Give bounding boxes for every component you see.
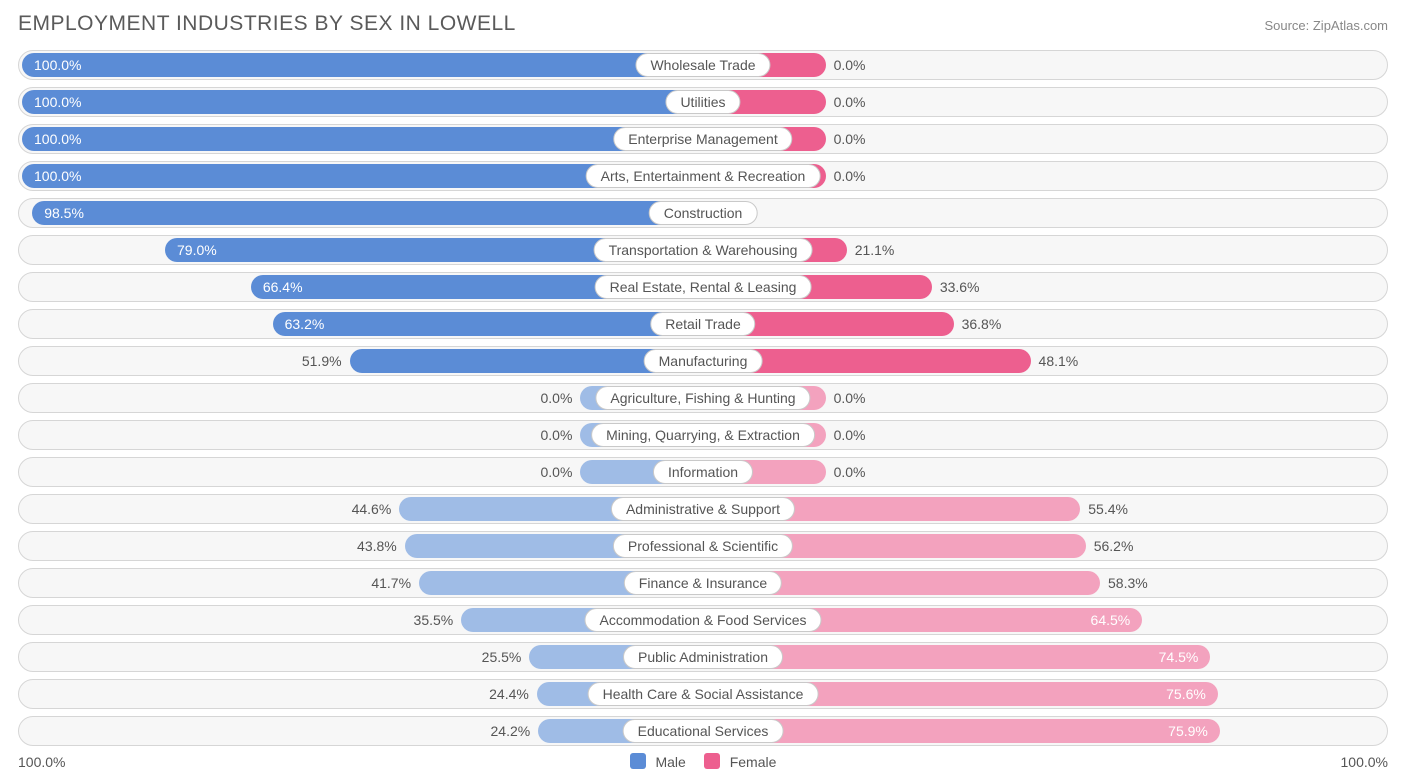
category-label: Retail Trade [650,312,755,336]
bar-row: 100.0% 0.0% Wholesale Trade [18,50,1388,80]
female-pct: 0.0% [834,57,866,73]
category-label: Utilities [665,90,740,114]
male-pct: 100.0% [34,168,81,184]
bar-row: 24.4% 75.6% Health Care & Social Assistanc… [18,679,1388,709]
axis-left-label: 100.0% [18,754,65,770]
bar-row: 25.5% 74.5% Public Administration [18,642,1388,672]
bar-row: 63.2% 36.8% Retail Trade [18,309,1388,339]
bar-row: 35.5% 64.5% Accommodation & Food Services [18,605,1388,635]
bar-row: 66.4% 33.6% Real Estate, Rental & Leasing [18,272,1388,302]
bar-row: 0.0% 0.0% Mining, Quarrying, & Extraction [18,420,1388,450]
category-label: Administrative & Support [611,497,795,521]
male-pct: 0.0% [541,464,573,480]
bar-row: 100.0% 0.0% Enterprise Management [18,124,1388,154]
category-label: Mining, Quarrying, & Extraction [591,423,815,447]
legend: Male Female [630,753,777,770]
female-pct: 64.5% [1091,612,1131,628]
category-label: Finance & Insurance [624,571,782,595]
bar-row: 98.5%1.5%Construction [18,198,1388,228]
female-pct: 48.1% [1039,353,1079,369]
female-pct: 0.0% [834,427,866,443]
category-label: Enterprise Management [613,127,792,151]
bar-row: 51.9% 48.1% Manufacturing [18,346,1388,376]
female-pct: 0.0% [834,390,866,406]
bar-row: 41.7% 58.3% Finance & Insurance [18,568,1388,598]
male-pct: 43.8% [357,538,397,554]
bar-row: 0.0% 0.0% Agriculture, Fishing & Hunting [18,383,1388,413]
bar-row: 0.0% 0.0% Information [18,457,1388,487]
male-bar: 100.0% [22,127,703,151]
female-pct: 0.0% [834,94,866,110]
category-label: Wholesale Trade [635,53,770,77]
legend-female-label: Female [730,754,777,770]
male-bar: 100.0% [22,90,703,114]
male-pct: 98.5% [44,205,84,221]
category-label: Educational Services [623,719,784,743]
male-pct: 100.0% [34,94,81,110]
category-label: Accommodation & Food Services [585,608,822,632]
male-pct: 41.7% [371,575,411,591]
female-pct: 33.6% [940,279,980,295]
male-pct: 100.0% [34,131,81,147]
female-pct: 21.1% [855,242,895,258]
male-pct: 35.5% [414,612,454,628]
male-pct: 63.2% [285,316,325,332]
category-label: Real Estate, Rental & Leasing [595,275,812,299]
category-label: Information [653,460,753,484]
male-pct: 0.0% [541,427,573,443]
male-pct: 25.5% [482,649,522,665]
male-pct: 100.0% [34,57,81,73]
female-pct: 75.9% [1168,723,1208,739]
bar-row: 44.6% 55.4% Administrative & Support [18,494,1388,524]
legend-male-label: Male [655,754,685,770]
female-pct: 74.5% [1159,649,1199,665]
female-pct: 55.4% [1088,501,1128,517]
female-pct: 75.6% [1166,686,1206,702]
category-label: Construction [649,201,758,225]
female-pct: 56.2% [1094,538,1134,554]
source-label: Source: ZipAtlas.com [1264,18,1388,33]
category-label: Arts, Entertainment & Recreation [586,164,821,188]
legend-swatch-female [704,753,720,769]
female-pct: 0.0% [834,464,866,480]
bar-row: 43.8% 56.2% Professional & Scientific [18,531,1388,561]
bar-row: 79.0% 21.1% Transportation & Warehousing [18,235,1388,265]
axis-right-label: 100.0% [1341,754,1388,770]
male-pct: 51.9% [302,353,342,369]
male-bar: 100.0% [22,53,703,77]
bar-row: 100.0% 0.0% Arts, Entertainment & Recreati… [18,161,1388,191]
legend-female: Female [704,753,777,770]
category-label: Transportation & Warehousing [594,238,813,262]
male-pct: 0.0% [541,390,573,406]
male-bar: 98.5% [32,201,703,225]
female-pct: 0.0% [834,168,866,184]
category-label: Health Care & Social Assistance [588,682,819,706]
category-label: Public Administration [623,645,783,669]
male-bar: 63.2% [273,312,703,336]
diverging-bar-chart: 100.0% 0.0% Wholesale Trade 100.0% 0.0% Utili… [18,50,1388,746]
male-pct: 44.6% [352,501,392,517]
male-pct: 66.4% [263,279,303,295]
bar-row: 100.0% 0.0% Utilities [18,87,1388,117]
category-label: Manufacturing [644,349,763,373]
legend-male: Male [630,753,686,770]
chart-title: EMPLOYMENT INDUSTRIES BY SEX IN LOWELL [18,12,516,36]
male-pct: 79.0% [177,242,217,258]
category-label: Professional & Scientific [613,534,793,558]
female-pct: 0.0% [834,131,866,147]
bar-row: 24.2% 75.9% Educational Services [18,716,1388,746]
category-label: Agriculture, Fishing & Hunting [595,386,810,410]
female-pct: 58.3% [1108,575,1148,591]
female-pct: 36.8% [962,316,1002,332]
male-pct: 24.4% [489,686,529,702]
legend-swatch-male [630,753,646,769]
male-pct: 24.2% [491,723,531,739]
